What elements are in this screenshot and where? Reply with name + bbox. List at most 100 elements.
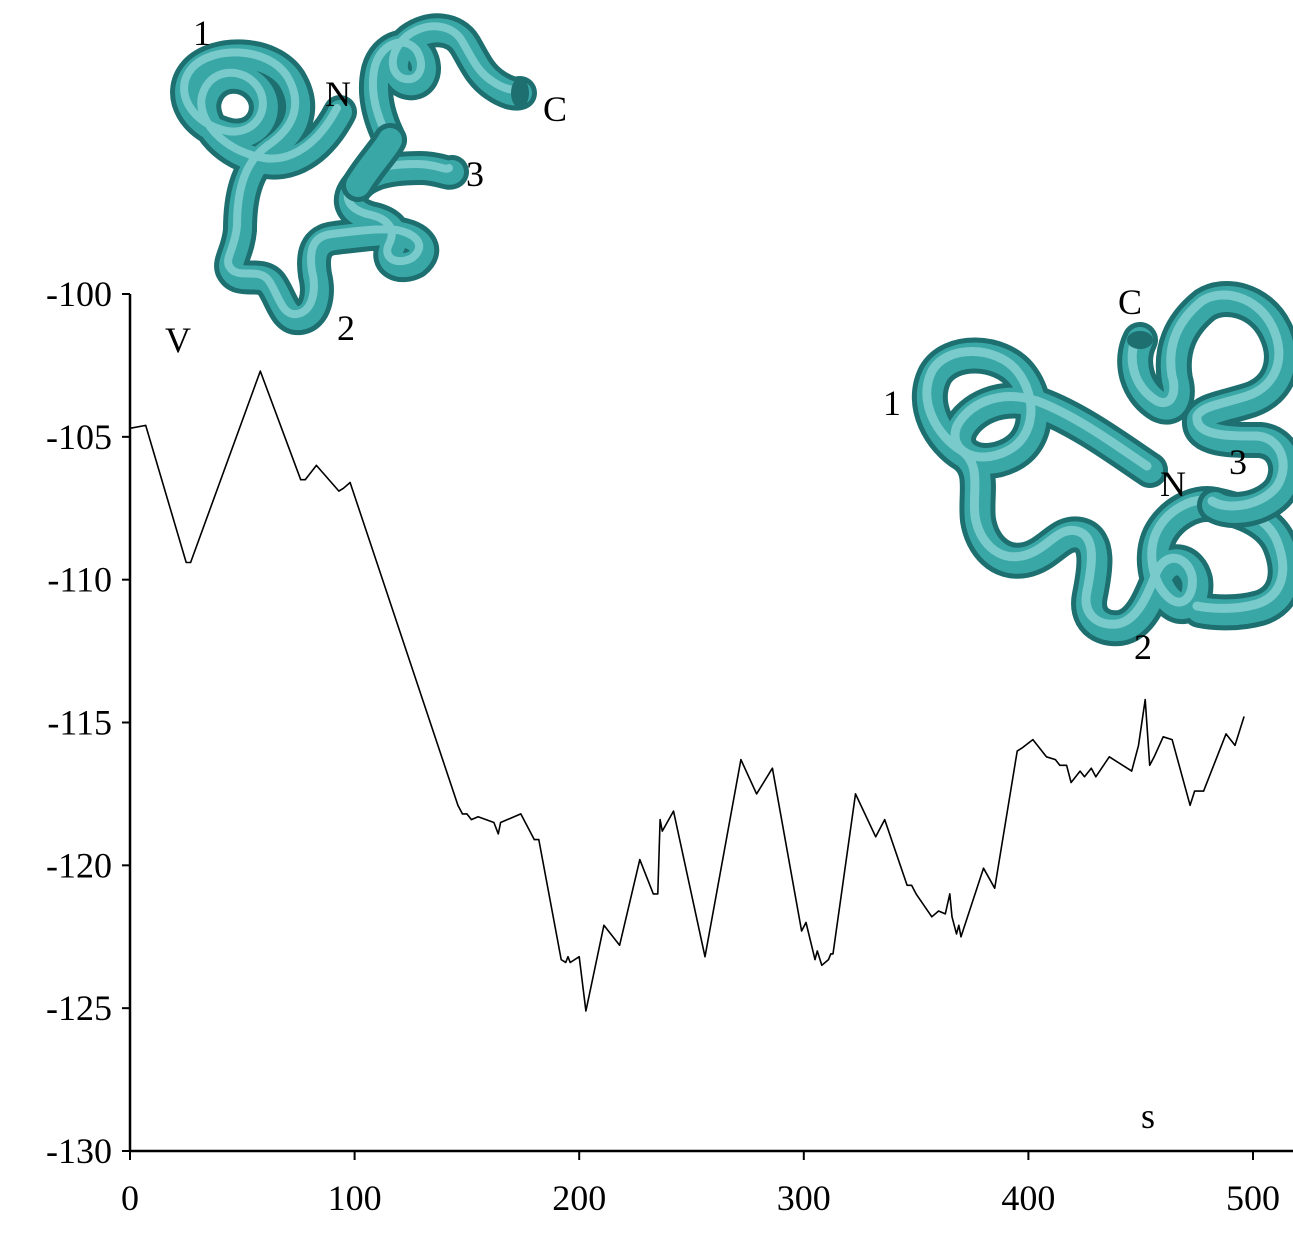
data-point bbox=[994, 887, 996, 889]
x-axis-ticks: 0 100 200 300 400 500 bbox=[121, 1151, 1280, 1218]
data-point bbox=[338, 490, 340, 492]
data-point bbox=[801, 930, 803, 932]
data-point bbox=[672, 810, 675, 812]
data-point bbox=[1016, 750, 1018, 752]
data-point bbox=[661, 830, 663, 832]
data-point bbox=[951, 916, 953, 918]
data-point bbox=[639, 859, 641, 861]
mol1-n-terminus-label: N bbox=[325, 74, 351, 114]
data-point bbox=[1108, 756, 1110, 758]
data-point bbox=[349, 481, 351, 484]
data-point bbox=[300, 479, 302, 481]
data-point bbox=[342, 487, 344, 489]
data-point bbox=[560, 959, 562, 961]
data-point bbox=[520, 813, 522, 815]
data-point bbox=[497, 833, 499, 835]
x-tick-label: 500 bbox=[1226, 1178, 1280, 1218]
data-point bbox=[477, 816, 479, 818]
data-point bbox=[1162, 736, 1164, 738]
data-point bbox=[1149, 764, 1151, 766]
data-point bbox=[830, 953, 832, 955]
data-point bbox=[1021, 747, 1023, 749]
data-point bbox=[1059, 764, 1061, 766]
series-line bbox=[129, 370, 1245, 1012]
data-point bbox=[955, 933, 958, 935]
data-point bbox=[1171, 739, 1173, 741]
data-point bbox=[949, 893, 951, 895]
data-point bbox=[1153, 756, 1155, 758]
data-point bbox=[1095, 776, 1097, 778]
data-point bbox=[1225, 733, 1227, 735]
data-point bbox=[1079, 770, 1081, 772]
data-point bbox=[619, 944, 621, 946]
y-tick-label: -120 bbox=[46, 845, 112, 885]
data-point bbox=[1070, 781, 1072, 784]
data-point bbox=[814, 959, 816, 961]
data-point bbox=[875, 836, 877, 838]
x-tick-label: 200 bbox=[552, 1178, 606, 1218]
data-point bbox=[938, 910, 940, 912]
data-point bbox=[190, 561, 192, 564]
data-point bbox=[1243, 716, 1245, 718]
data-point bbox=[960, 936, 962, 938]
mol2-helix1-label: 1 bbox=[883, 383, 901, 423]
data-point bbox=[931, 916, 933, 918]
y-tick-label: -100 bbox=[46, 274, 112, 314]
mol1-helix2-label: 2 bbox=[337, 308, 355, 348]
data-point bbox=[567, 956, 569, 958]
data-point bbox=[538, 839, 540, 841]
data-point bbox=[1234, 744, 1236, 747]
data-point bbox=[470, 819, 472, 821]
y-axis-label: V bbox=[165, 320, 191, 360]
data-point bbox=[145, 424, 147, 426]
data-point bbox=[578, 956, 580, 958]
x-tick-label: 0 bbox=[121, 1178, 139, 1218]
data-point bbox=[1032, 739, 1034, 741]
data-point bbox=[129, 427, 131, 429]
mol1-helix3-label: 3 bbox=[466, 154, 484, 194]
data-point bbox=[854, 793, 857, 795]
mol2-helix2-label: 2 bbox=[1134, 627, 1152, 667]
data-point bbox=[457, 804, 459, 806]
data-point bbox=[805, 921, 807, 924]
data-point bbox=[982, 867, 985, 869]
data-point bbox=[958, 924, 960, 926]
mol1-c-terminus-label: C bbox=[543, 89, 567, 129]
x-tick-label: 400 bbox=[1001, 1178, 1055, 1218]
data-point bbox=[915, 893, 917, 895]
series-group bbox=[129, 370, 1245, 1012]
y-tick-label: -125 bbox=[46, 988, 112, 1028]
data-point bbox=[1137, 744, 1140, 747]
data-point bbox=[704, 956, 706, 958]
data-point bbox=[771, 767, 774, 769]
data-point bbox=[1189, 804, 1191, 806]
data-point bbox=[461, 813, 463, 815]
data-point bbox=[533, 839, 535, 841]
data-point bbox=[816, 950, 818, 952]
mol2-c-terminus-label: C bbox=[1118, 282, 1142, 322]
data-point bbox=[185, 561, 187, 564]
molecule-image-folded bbox=[911, 281, 1293, 647]
data-point bbox=[259, 370, 261, 372]
data-point bbox=[884, 819, 886, 821]
data-point bbox=[1083, 776, 1086, 778]
data-point bbox=[1045, 756, 1047, 758]
y-tick-label: -130 bbox=[46, 1131, 112, 1171]
data-point bbox=[906, 884, 908, 886]
mol2-n-terminus-label: N bbox=[1160, 464, 1186, 504]
data-point bbox=[659, 819, 661, 821]
y-tick-label: -115 bbox=[47, 703, 112, 743]
data-point bbox=[493, 821, 495, 824]
mol2-helix3-label: 3 bbox=[1229, 442, 1247, 482]
data-point bbox=[911, 884, 913, 886]
data-point bbox=[756, 793, 758, 795]
data-point bbox=[585, 1010, 587, 1012]
data-point bbox=[821, 964, 823, 966]
y-axis-ticks: -100 -105 -110 -115 -120 -125 -130 bbox=[46, 274, 130, 1171]
data-point bbox=[1054, 759, 1056, 761]
data-point bbox=[827, 959, 830, 961]
data-point bbox=[569, 961, 571, 964]
y-tick-label: -110 bbox=[47, 560, 112, 600]
data-point bbox=[1203, 790, 1205, 792]
